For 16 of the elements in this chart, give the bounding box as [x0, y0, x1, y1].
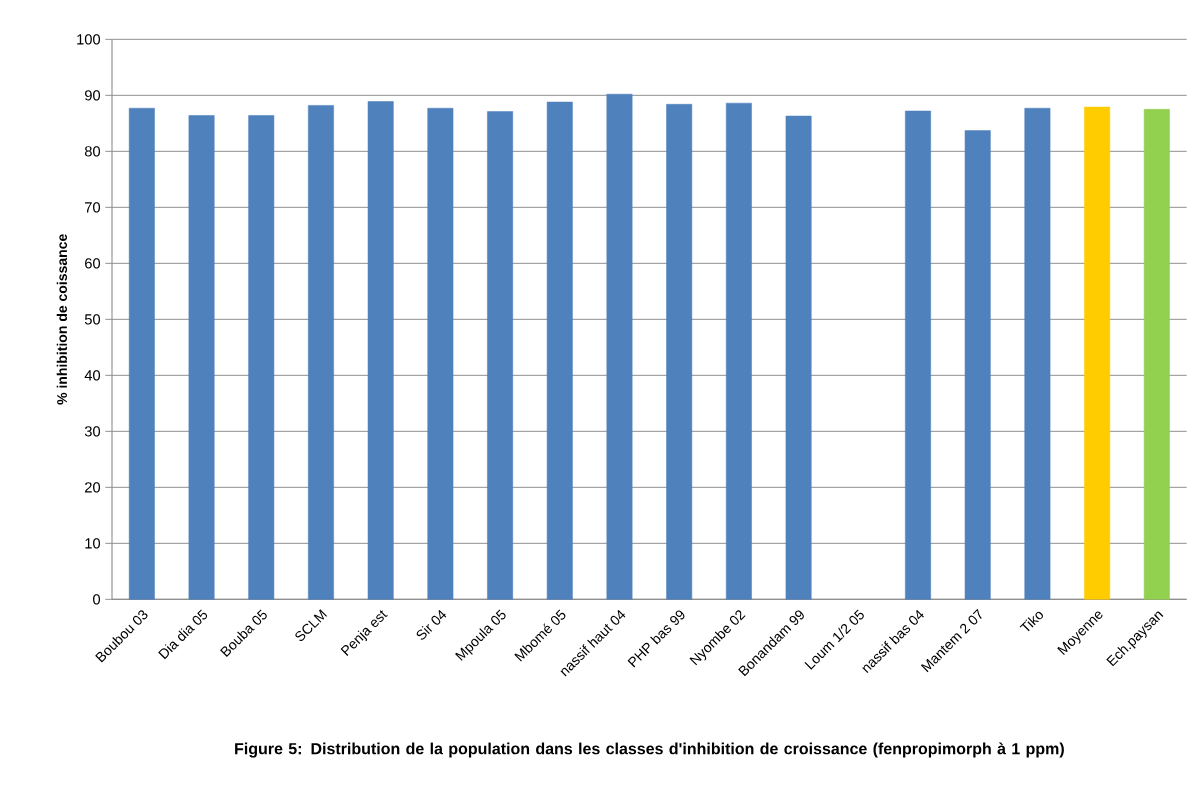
y-tick-label: 40	[84, 370, 101, 381]
y-tick-label: 100	[77, 34, 101, 45]
y-tick-label: 10	[85, 538, 101, 549]
x-tick-label: Dia dia 05	[158, 609, 208, 660]
y-axis-title: % inhibition de coissance	[56, 234, 68, 405]
y-tick-label: 30	[84, 426, 101, 437]
x-tick-label: Sir 04	[416, 609, 447, 640]
y-tick-label: 20	[85, 482, 101, 493]
y-tick-label: 0	[93, 594, 101, 605]
x-tick-label: Tiko	[1019, 611, 1043, 632]
y-tick-label: 50	[84, 314, 101, 325]
y-tick-label: 60	[85, 258, 101, 269]
y-tick-label: 70	[85, 202, 101, 213]
y-tick-label: 80	[84, 146, 101, 157]
y-tick-label: 90	[85, 90, 101, 101]
text: Figure 5: Distribution de la population dans les classes d'inhibition de croissance (fenpropimorph à 1 ppm)	[235, 742, 1064, 758]
